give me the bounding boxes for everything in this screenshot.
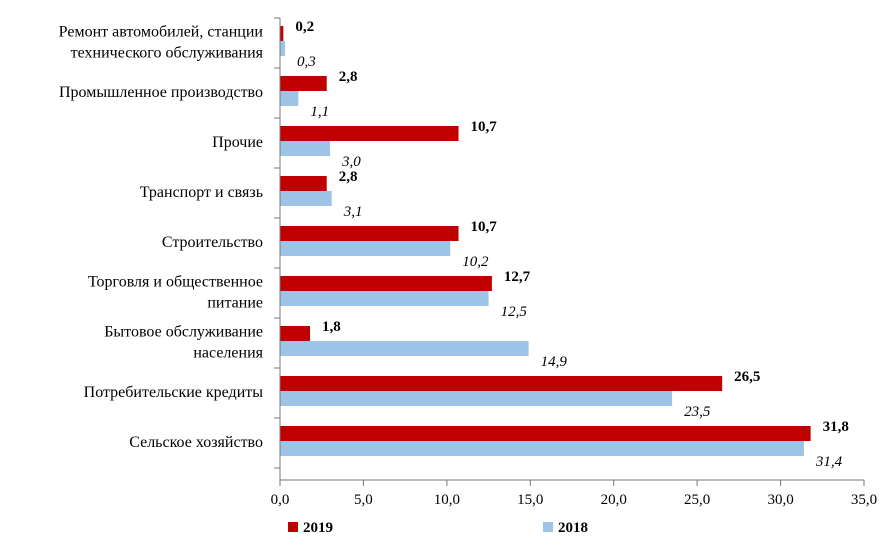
x-tick-label: 25,0: [684, 492, 710, 508]
data-label-2018: 31,4: [815, 454, 843, 470]
bar-2018: [280, 341, 529, 356]
data-label-2018: 1,1: [310, 104, 329, 120]
category-label: Сельское хозяйство: [129, 434, 263, 451]
data-label-2019: 12,7: [504, 269, 531, 285]
bar-2018: [280, 141, 331, 156]
bar-2019: [280, 126, 459, 141]
bar-2019: [280, 376, 723, 391]
x-tick-label: 5,0: [354, 492, 373, 508]
category-label: Прочие: [212, 134, 263, 151]
bar-2019: [280, 226, 459, 241]
data-label-2019: 26,5: [734, 369, 760, 385]
data-label-2018: 3,1: [343, 204, 363, 220]
category-label: Потребительские кредиты: [84, 384, 264, 401]
category-label: технического обслуживания: [71, 45, 264, 62]
category-label: питание: [207, 295, 263, 312]
category-label: Транспорт и связь: [140, 184, 263, 201]
category-label: Ремонт автомобилей, станции: [59, 24, 264, 41]
legend-swatch-2019: [288, 522, 298, 532]
data-label-2018: 23,5: [684, 404, 711, 420]
bar-2018: [280, 91, 299, 106]
legend-label-2018: 2018: [558, 520, 588, 536]
x-tick-label: 35,0: [851, 492, 877, 508]
x-tick-label: 30,0: [767, 492, 793, 508]
legend-swatch-2018: [543, 522, 553, 532]
legend: 2019 2018: [288, 520, 588, 536]
data-label-2018: 3,0: [341, 154, 361, 170]
bar-2018: [280, 291, 489, 306]
data-label-2018: 0,3: [297, 54, 316, 70]
data-label-2019: 0,2: [295, 19, 314, 35]
bar-2019: [280, 76, 327, 91]
bar-2018: [280, 441, 804, 456]
category-label: Строительство: [162, 234, 263, 251]
category-label: Торговля и общественное: [88, 274, 263, 291]
x-tick-label: 15,0: [517, 492, 543, 508]
x-tick-label: 0,0: [271, 492, 290, 508]
x-tick-label: 20,0: [601, 492, 627, 508]
data-label-2019: 31,8: [823, 419, 849, 435]
category-label: Бытовое обслуживание: [104, 324, 263, 341]
x-tick-label: 10,0: [434, 492, 460, 508]
category-label: Промышленное производство: [59, 84, 263, 101]
bar-2018: [280, 41, 286, 56]
bar-2019: [280, 176, 327, 191]
data-label-2019: 10,7: [471, 119, 498, 135]
legend-label-2019: 2019: [303, 520, 333, 536]
data-label-2019: 2,8: [339, 69, 358, 85]
data-label-2019: 10,7: [471, 219, 498, 235]
data-label-2019: 2,8: [339, 169, 358, 185]
data-label-2018: 10,2: [462, 254, 489, 270]
bars-layer: [280, 26, 811, 456]
data-label-2018: 14,9: [541, 354, 568, 370]
bar-2019: [280, 276, 492, 291]
bar-2019: [280, 326, 311, 341]
data-label-2019: 1,8: [322, 319, 341, 335]
bar-2018: [280, 191, 332, 206]
bar-2018: [280, 391, 673, 406]
x-axis: Ремонт автомобилей, станции технического …: [59, 17, 877, 508]
labels-layer: 0,20,32,81,110,73,02,83,110,710,212,712,…: [295, 19, 849, 470]
bar-2019: [280, 426, 811, 441]
bar-2018: [280, 241, 451, 256]
bar-2019: [280, 26, 284, 41]
data-label-2018: 12,5: [501, 304, 528, 320]
category-label: населения: [193, 345, 263, 362]
